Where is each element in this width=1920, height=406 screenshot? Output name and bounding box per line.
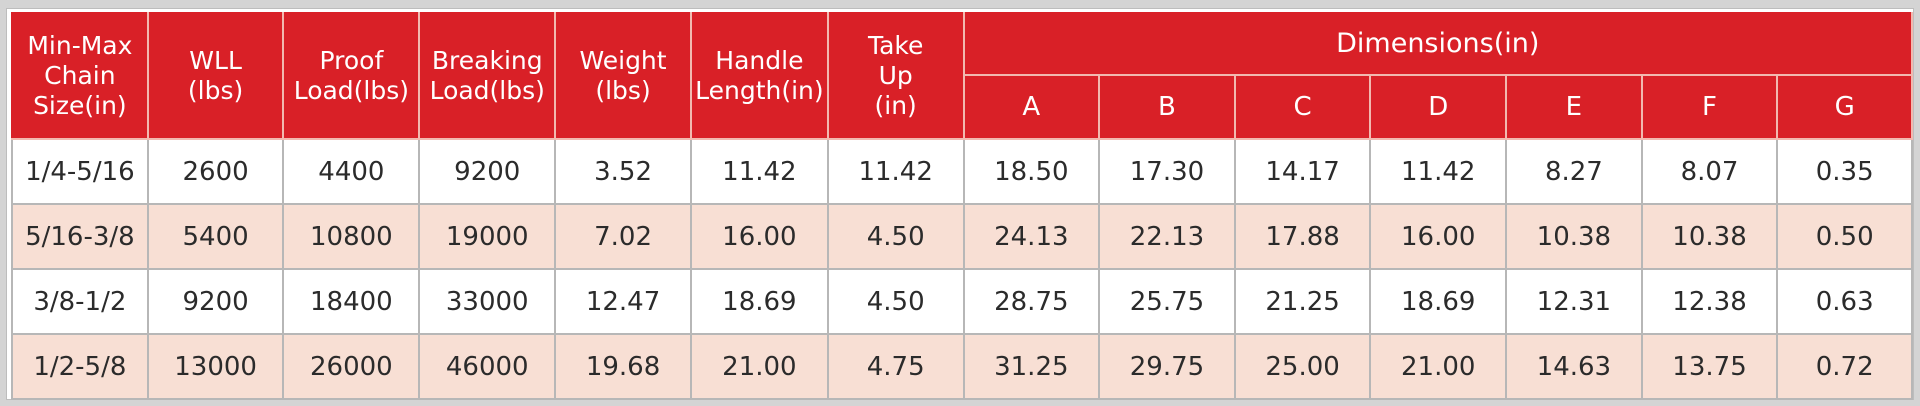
cell-proof-load: 10800 — [282, 203, 421, 270]
header-dim-f: F — [1640, 74, 1779, 140]
cell-breaking-load: 19000 — [418, 203, 557, 270]
header-line: Chain — [44, 61, 116, 90]
table-row: 1/2-5/8 13000 26000 46000 19.68 21.00 4.… — [11, 333, 1913, 400]
header-line: Min-Max — [27, 31, 133, 60]
header-weight: Weight (lbs) — [554, 12, 692, 140]
header-wll: WLL (lbs) — [146, 12, 285, 140]
spec-table-frame: Min-Max Chain Size(in) WLL (lbs) Proof L… — [6, 8, 1914, 400]
header-line: Length(in) — [695, 76, 824, 105]
header-handle-length: Handle Length(in) — [689, 12, 829, 140]
header-line: Size(in) — [33, 91, 127, 120]
header-dim-g: G — [1776, 74, 1913, 140]
cell-chain-size: 5/16-3/8 — [11, 203, 149, 270]
cell-weight: 12.47 — [554, 268, 692, 335]
cell-dim-a: 28.75 — [962, 268, 1101, 335]
header-line: Weight — [579, 46, 667, 75]
header-line: (lbs) — [595, 76, 651, 105]
cell-dim-a: 18.50 — [962, 138, 1101, 205]
cell-dim-g: 0.35 — [1776, 138, 1913, 205]
table-row: 1/4-5/16 2600 4400 9200 3.52 11.42 11.42… — [11, 138, 1913, 205]
cell-dim-f: 10.38 — [1640, 203, 1779, 270]
cell-wll: 2600 — [146, 138, 285, 205]
cell-take-up: 4.75 — [826, 333, 965, 400]
header-line: Handle — [715, 46, 804, 75]
header-dim-b: B — [1098, 74, 1236, 140]
cell-dim-e: 8.27 — [1505, 138, 1643, 205]
cell-handle-length: 16.00 — [689, 203, 829, 270]
cell-breaking-load: 46000 — [418, 333, 557, 400]
header-line: WLL — [189, 46, 242, 75]
cell-dim-g: 0.50 — [1776, 203, 1913, 270]
cell-dim-f: 13.75 — [1640, 333, 1779, 400]
header-dim-d: D — [1369, 74, 1508, 140]
header-dim-c: C — [1233, 74, 1372, 140]
cell-dim-c: 21.25 — [1233, 268, 1372, 335]
cell-dim-b: 29.75 — [1098, 333, 1236, 400]
header-breaking-load: Breaking Load(lbs) — [418, 12, 557, 140]
cell-dim-d: 18.69 — [1369, 268, 1508, 335]
cell-proof-load: 18400 — [282, 268, 421, 335]
cell-breaking-load: 9200 — [418, 138, 557, 205]
header-line: Up — [878, 61, 913, 90]
header-line: (lbs) — [187, 76, 244, 105]
header-dim-e: E — [1505, 74, 1643, 140]
header-line: Breaking — [431, 46, 543, 75]
cell-dim-a: 24.13 — [962, 203, 1101, 270]
cell-dim-e: 14.63 — [1505, 333, 1643, 400]
table-row: 5/16-3/8 5400 10800 19000 7.02 16.00 4.5… — [11, 203, 1913, 270]
cell-dim-b: 17.30 — [1098, 138, 1236, 205]
header-proof-load: Proof Load(lbs) — [282, 12, 421, 140]
cell-dim-e: 12.31 — [1505, 268, 1643, 335]
header-line: Proof — [319, 46, 384, 75]
chain-hoist-spec-table: Min-Max Chain Size(in) WLL (lbs) Proof L… — [11, 12, 1913, 400]
cell-dim-b: 22.13 — [1098, 203, 1236, 270]
cell-handle-length: 21.00 — [689, 333, 829, 400]
header-line: Take — [867, 31, 924, 60]
header-chain-size: Min-Max Chain Size(in) — [11, 12, 149, 140]
cell-proof-load: 26000 — [282, 333, 421, 400]
cell-dim-f: 8.07 — [1640, 138, 1779, 205]
cell-dim-g: 0.72 — [1776, 333, 1913, 400]
cell-take-up: 4.50 — [826, 268, 965, 335]
cell-handle-length: 11.42 — [689, 138, 829, 205]
cell-take-up: 11.42 — [826, 138, 965, 205]
cell-wll: 13000 — [146, 333, 285, 400]
table-row: 3/8-1/2 9200 18400 33000 12.47 18.69 4.5… — [11, 268, 1913, 335]
cell-weight: 3.52 — [554, 138, 692, 205]
cell-dim-e: 10.38 — [1505, 203, 1643, 270]
cell-dim-b: 25.75 — [1098, 268, 1236, 335]
cell-proof-load: 4400 — [282, 138, 421, 205]
header-take-up: Take Up (in) — [826, 12, 965, 140]
cell-dim-f: 12.38 — [1640, 268, 1779, 335]
cell-dim-d: 16.00 — [1369, 203, 1508, 270]
cell-dim-c: 17.88 — [1233, 203, 1372, 270]
cell-chain-size: 1/2-5/8 — [11, 333, 149, 400]
cell-weight: 19.68 — [554, 333, 692, 400]
cell-dim-d: 11.42 — [1369, 138, 1508, 205]
cell-wll: 9200 — [146, 268, 285, 335]
cell-chain-size: 3/8-1/2 — [11, 268, 149, 335]
header-line: Load(lbs) — [429, 76, 545, 105]
cell-wll: 5400 — [146, 203, 285, 270]
cell-dim-a: 31.25 — [962, 333, 1101, 400]
cell-take-up: 4.50 — [826, 203, 965, 270]
cell-handle-length: 18.69 — [689, 268, 829, 335]
cell-dim-c: 14.17 — [1233, 138, 1372, 205]
cell-dim-g: 0.63 — [1776, 268, 1913, 335]
header-dimensions: Dimensions(in) — [962, 12, 1913, 76]
cell-breaking-load: 33000 — [418, 268, 557, 335]
cell-dim-d: 21.00 — [1369, 333, 1508, 400]
header-line: (in) — [874, 91, 917, 120]
header-dim-a: A — [962, 74, 1101, 140]
cell-dim-c: 25.00 — [1233, 333, 1372, 400]
cell-chain-size: 1/4-5/16 — [11, 138, 149, 205]
cell-weight: 7.02 — [554, 203, 692, 270]
header-line: Load(lbs) — [293, 76, 410, 105]
